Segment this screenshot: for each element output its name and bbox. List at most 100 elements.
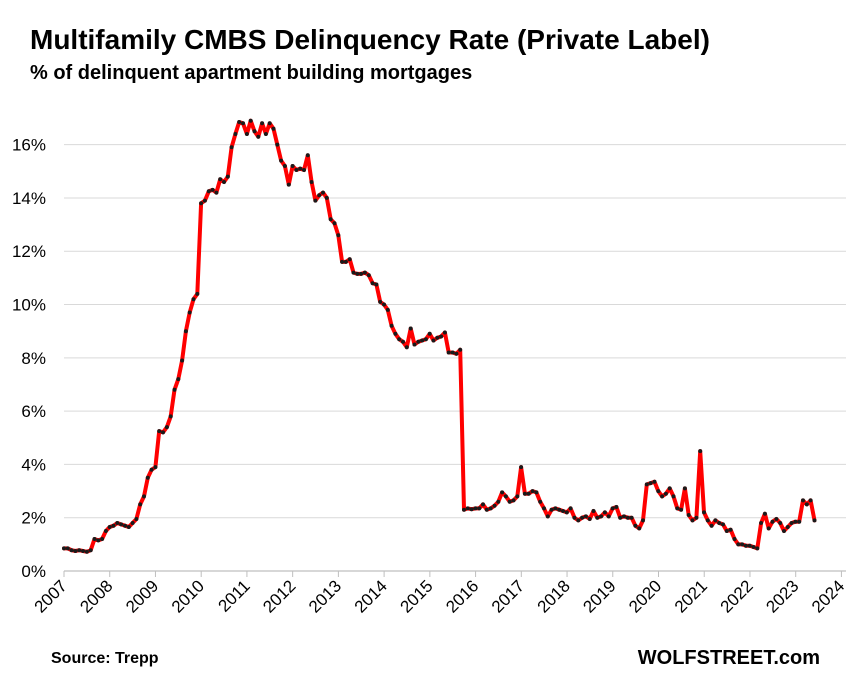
data-point (149, 467, 154, 472)
data-point (271, 126, 276, 131)
data-point (667, 486, 672, 491)
data-point (698, 449, 703, 454)
y-tick-labels: 0% 2% 4% 6% 8% 10% 12% 14% 16% (12, 136, 46, 581)
data-point (477, 506, 482, 511)
data-point (747, 543, 752, 548)
data-point (435, 335, 440, 340)
y-tick-label: 8% (21, 349, 46, 368)
data-point (755, 546, 760, 551)
data-point (686, 513, 691, 517)
data-point (233, 132, 238, 136)
x-tick-label: 2015 (396, 576, 436, 616)
data-point (412, 342, 417, 347)
data-point (126, 525, 131, 529)
data-point (778, 521, 783, 525)
data-point (488, 506, 493, 511)
data-point (244, 132, 249, 136)
data-point (199, 201, 204, 206)
data-point (123, 523, 127, 528)
data-point (340, 259, 345, 264)
x-tick-label: 2014 (351, 576, 391, 616)
data-point (256, 134, 261, 139)
data-point (522, 491, 527, 496)
data-point (252, 129, 257, 134)
data-point (343, 259, 348, 264)
y-tick-label: 10% (12, 296, 46, 315)
data-point (389, 323, 394, 328)
data-point (77, 548, 82, 553)
data-point (618, 515, 623, 520)
data-point (713, 518, 718, 523)
x-tick-label: 2024 (808, 576, 848, 616)
data-point (427, 331, 432, 336)
data-point (812, 518, 817, 523)
x-tick-label: 2022 (717, 576, 757, 616)
data-point (583, 514, 588, 519)
data-point (263, 132, 268, 136)
data-point (648, 481, 653, 486)
data-point (336, 233, 341, 238)
data-point (511, 498, 516, 503)
data-point (362, 270, 367, 275)
data-point (107, 525, 112, 529)
data-point (751, 545, 756, 549)
data-point (743, 543, 748, 548)
y-tick-label: 12% (12, 242, 46, 261)
data-point (682, 486, 687, 491)
data-point (305, 153, 310, 158)
data-point (81, 549, 85, 553)
data-point (500, 490, 505, 495)
data-point (370, 281, 375, 286)
data-point (65, 546, 70, 551)
data-point (591, 509, 596, 513)
data-point (622, 514, 626, 519)
data-point (69, 548, 74, 553)
data-point (759, 521, 764, 525)
data-point (130, 521, 135, 525)
data-point (218, 177, 223, 182)
data-point (793, 519, 798, 524)
x-tick-label: 2020 (625, 576, 665, 616)
data-point (709, 523, 714, 528)
data-point (161, 430, 165, 435)
data-point (442, 330, 447, 335)
data-point (530, 489, 535, 494)
data-point (191, 297, 196, 302)
data-point (492, 503, 497, 508)
data-point (153, 465, 158, 470)
y-tick-label: 14% (12, 189, 46, 208)
data-point (808, 498, 813, 503)
data-point (481, 502, 485, 507)
data-point (145, 475, 150, 480)
data-point (404, 345, 409, 350)
data-point (580, 515, 585, 520)
data-point (374, 282, 379, 287)
data-point (625, 515, 630, 520)
data-point (385, 307, 390, 312)
data-point (702, 510, 706, 515)
data-point (294, 168, 299, 172)
y-tick-label: 4% (21, 455, 46, 474)
data-point (138, 502, 143, 507)
data-point (610, 506, 615, 511)
data-point (62, 546, 66, 551)
data-point (222, 180, 226, 184)
data-point (519, 465, 524, 470)
data-point (187, 310, 192, 315)
data-point (526, 491, 531, 496)
data-point (172, 387, 177, 392)
data-point (614, 505, 619, 509)
data-point (568, 506, 573, 511)
data-point (496, 499, 501, 504)
data-point (355, 271, 360, 276)
data-point (633, 523, 638, 528)
gridlines (64, 144, 846, 519)
data-point (111, 523, 116, 528)
data-point (770, 519, 775, 524)
data-point (458, 347, 463, 352)
data-point (629, 515, 634, 520)
data-point (679, 507, 684, 512)
data-point (408, 326, 413, 331)
data-point (96, 538, 101, 543)
data-point (328, 217, 333, 222)
